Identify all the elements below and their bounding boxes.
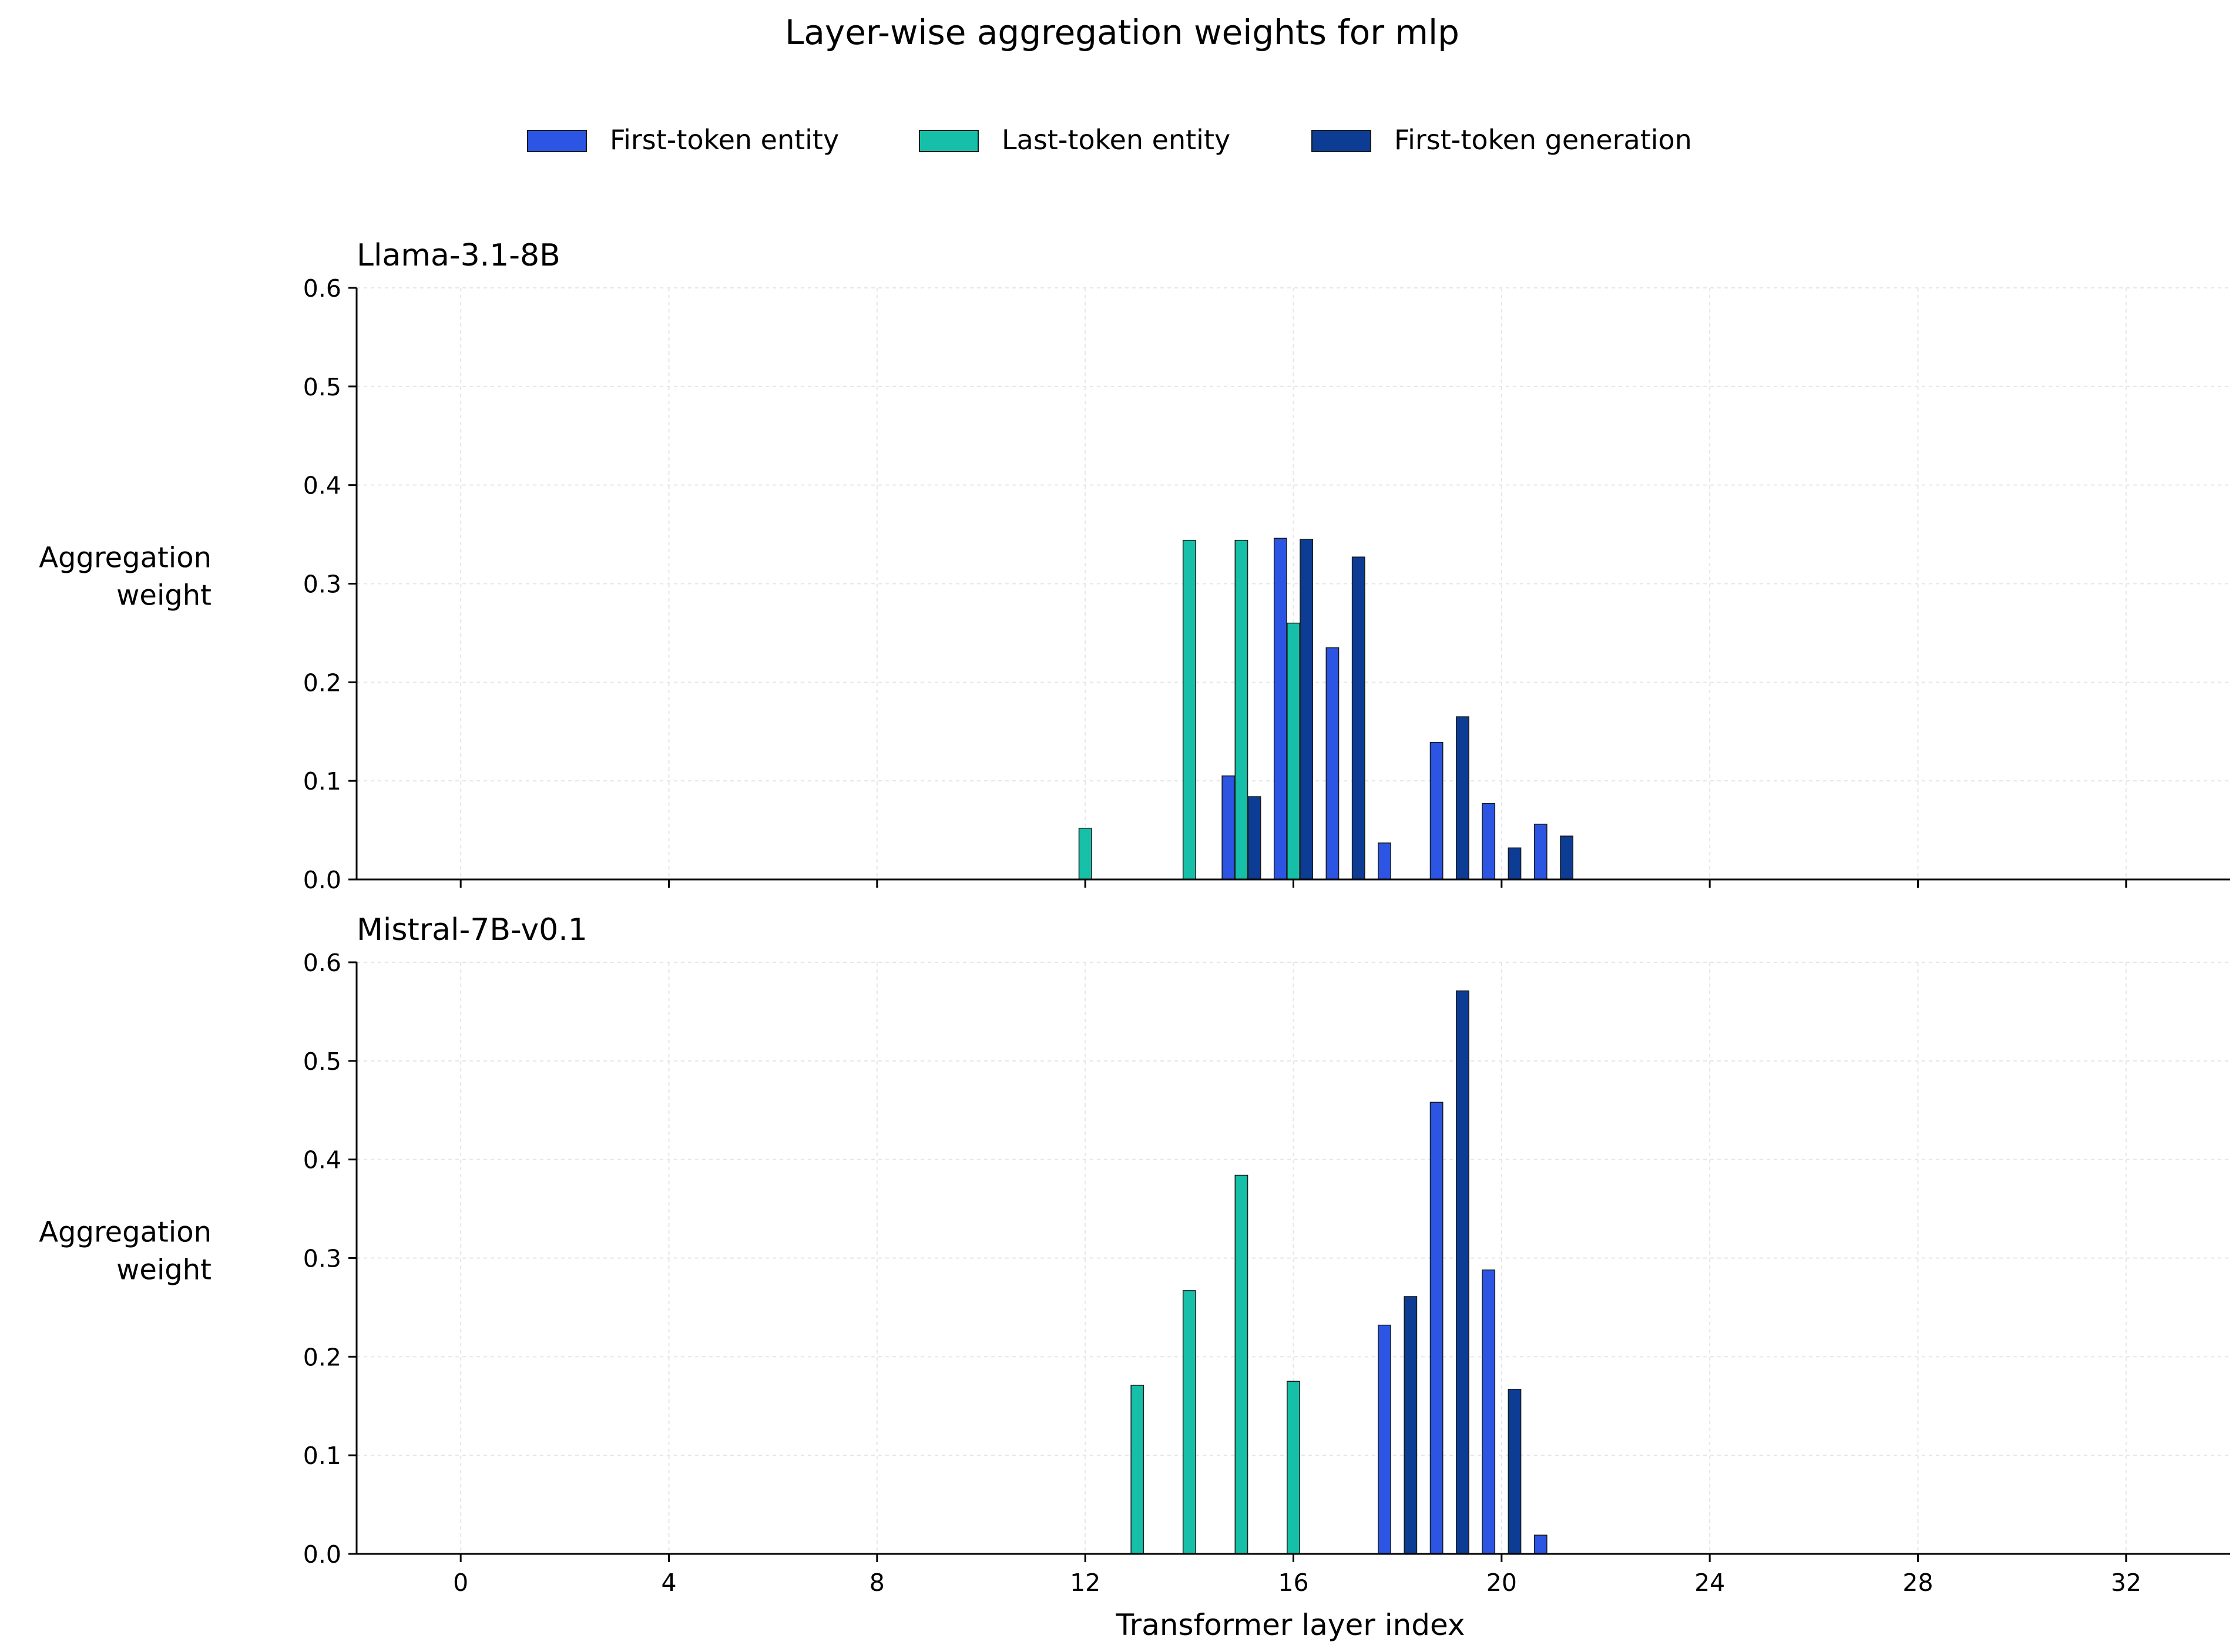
bar [1404, 1296, 1418, 1554]
bar [1456, 990, 1469, 1554]
y-tick-label: 0.0 [303, 866, 341, 894]
bar [1378, 842, 1391, 880]
figure-title: Layer-wise aggregation weights for mlp [785, 12, 1459, 52]
bar [1078, 827, 1092, 880]
panel-title: Mistral-7B-v0.1 [357, 912, 588, 948]
x-tick-label: 16 [1278, 1569, 1308, 1597]
bar [1234, 1174, 1248, 1554]
y-axis-label: weight [116, 579, 212, 612]
bar [1482, 803, 1496, 880]
x-tick-label: 20 [1486, 1569, 1517, 1597]
x-tick-label: 28 [1902, 1569, 1933, 1597]
x-tick-label: 4 [661, 1569, 676, 1597]
bar [1456, 716, 1469, 880]
x-tick-label: 12 [1070, 1569, 1100, 1597]
bar [1182, 1290, 1196, 1554]
legend-swatch [919, 130, 979, 152]
y-tick-label: 0.3 [303, 1245, 341, 1273]
y-tick-label: 0.3 [303, 570, 341, 599]
y-tick-label: 0.1 [303, 1442, 341, 1470]
y-tick-label: 0.1 [303, 767, 341, 795]
bar [1429, 1102, 1444, 1554]
y-tick-label: 0.2 [303, 669, 341, 697]
bar [1325, 647, 1340, 880]
y-axis-label: weight [116, 1254, 212, 1287]
x-axis-label: Transformer layer index [1115, 1608, 1465, 1642]
bar [1247, 796, 1261, 880]
y-tick-label: 0.6 [303, 949, 341, 977]
bar [1234, 539, 1248, 880]
bar [1287, 1381, 1300, 1554]
y-axis-label: Aggregation [39, 1216, 212, 1249]
bar [1130, 1385, 1144, 1554]
panel-2: 0.0 0.1 0.2 0.3 0.4 0.5 0.6 0 4 8 12 16 20 24 28 32 Mist… [39, 912, 2230, 1642]
bar [1273, 538, 1287, 880]
legend-swatch [527, 130, 587, 152]
bar [1508, 1388, 1522, 1554]
bar [1429, 741, 1444, 880]
panels: 0.0 0.1 0.2 0.3 0.4 0.5 0.6 Llama-3.1-8B Aggrega… [39, 238, 2230, 1642]
panel-title: Llama-3.1-8B [357, 238, 560, 273]
legend-label: Last-token entity [1002, 124, 1230, 156]
x-tick-label: 8 [870, 1569, 885, 1597]
bar [1300, 539, 1314, 880]
y-tick-label: 0.4 [303, 472, 341, 500]
bar [1378, 1324, 1391, 1554]
bar [1533, 824, 1548, 880]
bar [1287, 622, 1300, 880]
legend: First-token entity Last-token entity First… [527, 124, 1692, 156]
y-axis-label: Aggregation [39, 542, 212, 575]
bar [1533, 1535, 1548, 1554]
bar [1560, 835, 1573, 880]
y-tick-label: 0.2 [303, 1343, 341, 1371]
bar [1508, 847, 1522, 880]
legend-label: First-token entity [610, 124, 839, 156]
x-tick-label: 32 [2111, 1569, 2141, 1597]
y-tick-label: 0.4 [303, 1146, 341, 1174]
bar [1482, 1269, 1496, 1554]
bar [1182, 539, 1196, 880]
y-tick-label: 0.5 [303, 373, 341, 401]
x-tick-label: 0 [453, 1569, 468, 1597]
legend-label: First-token generation [1394, 124, 1692, 156]
bar [1351, 556, 1365, 880]
y-tick-label: 0.0 [303, 1540, 341, 1569]
x-tick-label: 24 [1694, 1569, 1725, 1597]
legend-swatch [1311, 130, 1371, 152]
panel-1: 0.0 0.1 0.2 0.3 0.4 0.5 0.6 Llama-3.1-8B Aggrega… [39, 238, 2230, 894]
y-tick-label: 0.5 [303, 1047, 341, 1076]
y-tick-label: 0.6 [303, 274, 341, 303]
bar [1221, 775, 1236, 880]
